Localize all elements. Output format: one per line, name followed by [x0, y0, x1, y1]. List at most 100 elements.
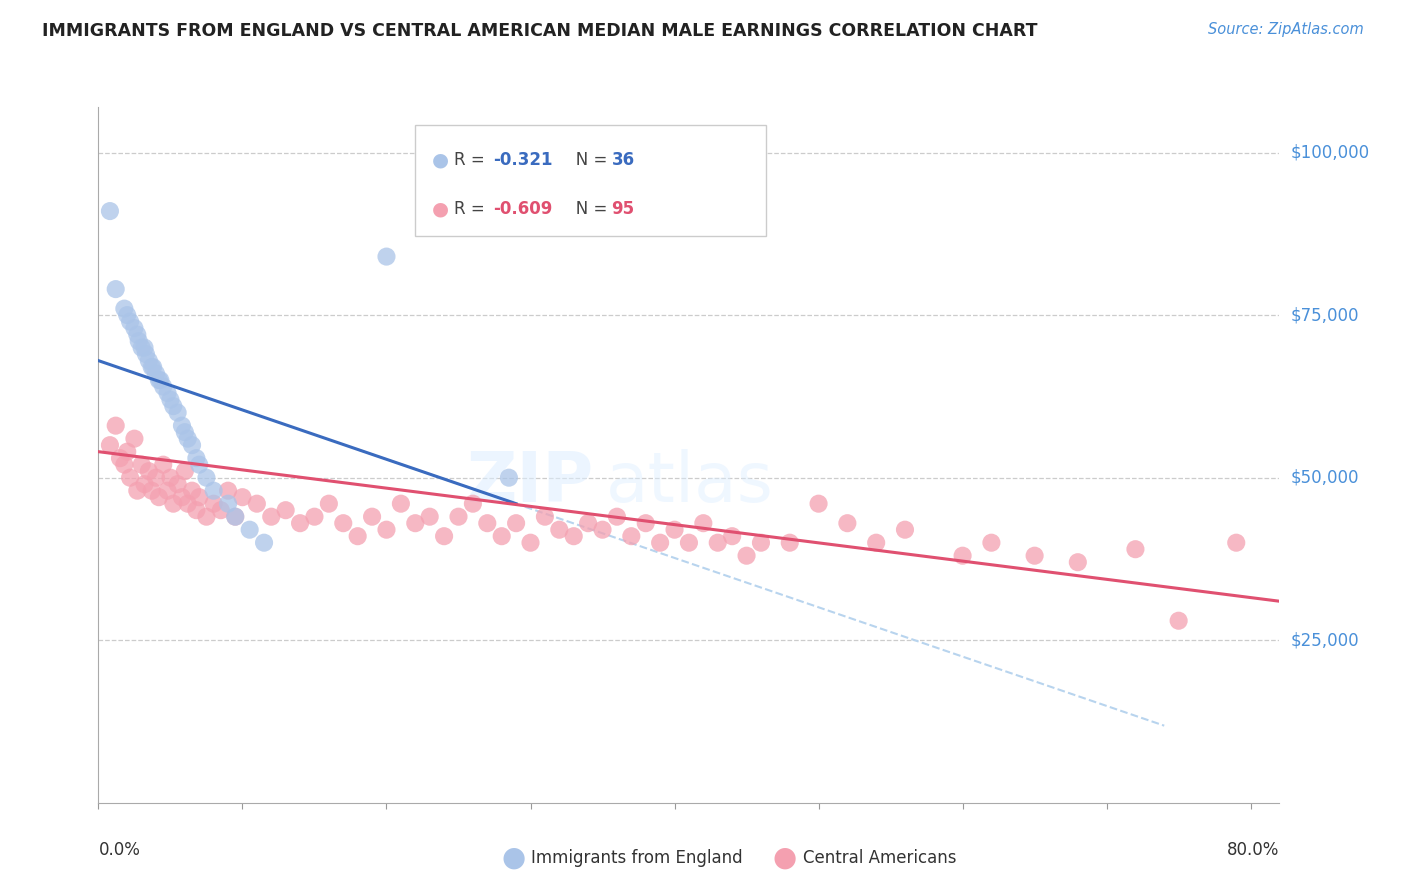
Point — [115, 308, 138, 322]
Point — [361, 509, 384, 524]
Point — [606, 509, 628, 524]
Point — [177, 432, 200, 446]
Point — [1067, 555, 1090, 569]
Point — [217, 497, 239, 511]
Point — [534, 509, 557, 524]
Point — [246, 497, 269, 511]
Point — [318, 497, 340, 511]
Text: -0.609: -0.609 — [494, 201, 553, 219]
Text: 0.0%: 0.0% — [98, 841, 141, 859]
Point — [231, 490, 253, 504]
Point — [389, 497, 412, 511]
Point — [177, 497, 200, 511]
Point — [128, 334, 150, 348]
Point — [120, 315, 142, 329]
Point — [162, 399, 184, 413]
Point — [173, 464, 195, 478]
Point — [162, 497, 184, 511]
Point — [131, 341, 153, 355]
Point — [209, 503, 232, 517]
Point — [127, 483, 149, 498]
Text: 36: 36 — [612, 151, 634, 169]
Text: Source: ZipAtlas.com: Source: ZipAtlas.com — [1208, 22, 1364, 37]
Point — [304, 509, 326, 524]
Text: N =: N = — [560, 151, 612, 169]
Text: Immigrants from England: Immigrants from England — [531, 849, 744, 867]
Point — [141, 483, 163, 498]
Text: 80.0%: 80.0% — [1227, 841, 1279, 859]
Point — [721, 529, 744, 543]
Point — [1167, 614, 1189, 628]
Point — [159, 392, 181, 407]
Point — [620, 529, 643, 543]
Point — [141, 360, 163, 375]
Text: -0.321: -0.321 — [494, 151, 553, 169]
Point — [664, 523, 686, 537]
Point — [181, 483, 204, 498]
Point — [138, 464, 160, 478]
Point — [186, 503, 208, 517]
Point — [115, 444, 138, 458]
Point — [239, 523, 262, 537]
Text: N =: N = — [560, 201, 612, 219]
Point — [181, 438, 204, 452]
Point — [433, 529, 456, 543]
Point — [104, 282, 127, 296]
Point — [202, 497, 225, 511]
Point — [260, 509, 283, 524]
Point — [120, 471, 142, 485]
Text: $75,000: $75,000 — [1291, 306, 1360, 324]
Text: R =: R = — [454, 201, 495, 219]
Point — [477, 516, 499, 531]
Point — [735, 549, 758, 563]
Point — [124, 321, 146, 335]
Point — [156, 483, 179, 498]
Point — [332, 516, 354, 531]
Point — [980, 535, 1002, 549]
Point — [166, 477, 188, 491]
Point — [498, 471, 520, 485]
Point — [548, 523, 571, 537]
Point — [166, 406, 188, 420]
Text: R =: R = — [454, 151, 495, 169]
Point — [375, 523, 398, 537]
Point — [159, 471, 181, 485]
Point — [149, 373, 172, 387]
Point — [170, 490, 193, 504]
Point — [98, 438, 121, 452]
Point — [404, 516, 426, 531]
Point — [419, 509, 441, 524]
Point — [108, 451, 131, 466]
Point — [519, 535, 541, 549]
Point — [104, 418, 127, 433]
Point — [678, 535, 700, 549]
Point — [224, 509, 246, 524]
Point — [779, 535, 801, 549]
Point — [592, 523, 614, 537]
Text: ●: ● — [772, 844, 797, 872]
Point — [952, 549, 974, 563]
Text: $100,000: $100,000 — [1291, 144, 1369, 161]
Point — [634, 516, 657, 531]
Point — [202, 483, 225, 498]
Point — [188, 490, 211, 504]
Point — [1225, 535, 1247, 549]
Point — [142, 360, 165, 375]
Point — [156, 386, 179, 401]
Point — [186, 451, 208, 466]
Text: IMMIGRANTS FROM ENGLAND VS CENTRAL AMERICAN MEDIAN MALE EARNINGS CORRELATION CHA: IMMIGRANTS FROM ENGLAND VS CENTRAL AMERI… — [42, 22, 1038, 40]
Point — [749, 535, 772, 549]
Point — [692, 516, 714, 531]
Point — [491, 529, 513, 543]
Point — [145, 471, 167, 485]
Text: $25,000: $25,000 — [1291, 632, 1360, 649]
Point — [152, 379, 174, 393]
Text: Central Americans: Central Americans — [803, 849, 956, 867]
Point — [288, 516, 311, 531]
Point — [1024, 549, 1046, 563]
Point — [274, 503, 297, 517]
Text: ZIP: ZIP — [467, 450, 595, 516]
Point — [173, 425, 195, 439]
Point — [576, 516, 599, 531]
Point — [505, 516, 527, 531]
